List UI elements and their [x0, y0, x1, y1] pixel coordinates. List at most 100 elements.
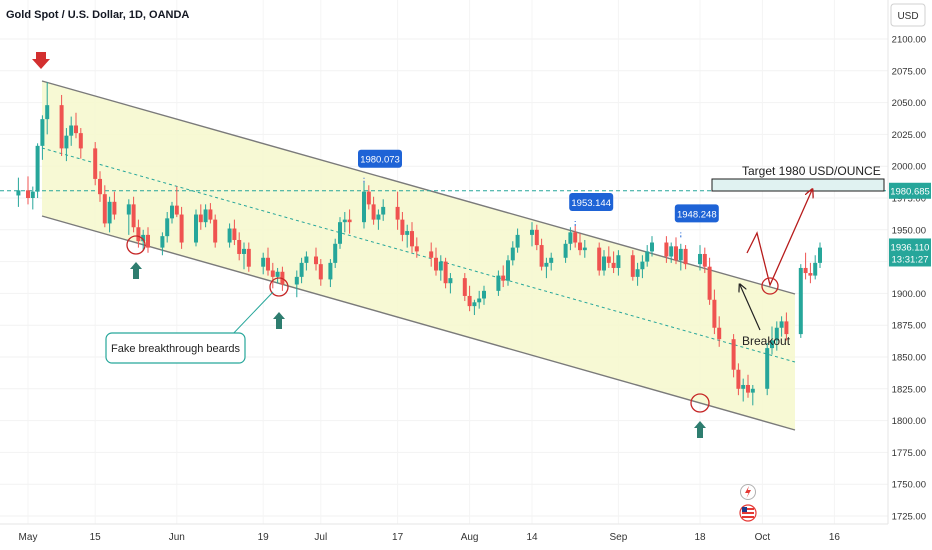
- candle-body: [328, 262, 333, 280]
- candle-body: [650, 242, 654, 252]
- currency-label: USD: [897, 11, 918, 22]
- price-tick-label: 2025.00: [892, 130, 926, 141]
- candle-body: [405, 231, 410, 235]
- price-tick-label: 1900.00: [892, 289, 926, 300]
- candle-body: [669, 246, 674, 257]
- candle-body: [496, 275, 501, 291]
- candle-body: [232, 228, 237, 240]
- reversal-circle: [690, 393, 710, 413]
- annotations: Breakout Target 1980 USD/OUNCE Fake breakt…: [32, 52, 881, 438]
- candle-body: [482, 290, 486, 299]
- candle-body: [707, 266, 712, 300]
- price-tick-label: 2100.00: [892, 35, 926, 46]
- candle-body: [630, 255, 635, 277]
- time-axis[interactable]: May 15 Jun 19 Jul 17 Aug 14 Sep 18 Oct 16: [19, 532, 841, 543]
- candle-body: [107, 201, 112, 224]
- candle-body: [803, 267, 808, 274]
- candle-body: [400, 219, 405, 235]
- candle-body: [45, 105, 50, 120]
- candle-body: [40, 119, 45, 146]
- candle-body: [160, 236, 165, 248]
- candle-body: [731, 339, 736, 370]
- candle-body: [414, 246, 419, 252]
- us-flag-icon[interactable]: [739, 504, 757, 522]
- candle-body: [333, 243, 338, 263]
- candle-body: [74, 125, 78, 134]
- candle-body: [203, 209, 208, 223]
- time-tick-label: 19: [258, 532, 270, 543]
- candle-body: [818, 247, 822, 263]
- candle-body: [515, 234, 520, 248]
- currency-button[interactable]: [890, 3, 926, 27]
- candle-body: [765, 348, 770, 389]
- channel-mid-line: [41, 147, 796, 363]
- time-tick-label: 17: [392, 532, 404, 543]
- candle-body: [270, 270, 275, 277]
- time-tick-label: Jun: [169, 532, 185, 543]
- candle-body: [645, 251, 650, 262]
- candle-body: [237, 239, 242, 254]
- level-tag-text: 1980.685: [890, 186, 930, 197]
- candle-body: [702, 253, 707, 267]
- candle-body: [376, 214, 381, 220]
- last-price-text: 1936.110: [891, 242, 930, 253]
- candle-body: [712, 299, 717, 328]
- candle-body: [347, 219, 352, 223]
- level-tag: [889, 182, 931, 199]
- channel-lower-line: [41, 215, 796, 431]
- candle-body: [563, 243, 568, 258]
- candle-body: [736, 369, 741, 389]
- price-label-box: [569, 192, 614, 211]
- time-tick-label: May: [19, 532, 38, 543]
- candle-body: [698, 253, 702, 265]
- candle-body: [429, 251, 434, 258]
- candle-body: [750, 388, 755, 393]
- time-tick-label: 18: [694, 532, 706, 543]
- candle-body: [366, 191, 371, 205]
- price-tick-label: 1725.00: [892, 512, 926, 523]
- candle-body: [611, 262, 616, 268]
- projection-path: [746, 190, 812, 287]
- candle-body: [510, 247, 515, 261]
- candle-body: [683, 248, 688, 265]
- candle-body: [770, 340, 774, 349]
- candle-body: [26, 190, 30, 198]
- price-tick-label: 1825.00: [892, 384, 926, 395]
- up-arrow-marker: [273, 312, 285, 329]
- candle-body: [78, 133, 83, 149]
- candle-body: [813, 262, 818, 276]
- candle-body: [30, 191, 35, 198]
- candle-body: [314, 256, 318, 265]
- candle-body: [179, 214, 184, 243]
- countdown-text: 13:31:27: [892, 254, 929, 265]
- candle-body: [434, 257, 438, 271]
- time-tick-label: Oct: [755, 532, 771, 543]
- candle-body: [318, 264, 323, 280]
- candle-body: [208, 209, 213, 220]
- price-tick-label: 2000.00: [892, 162, 926, 173]
- channel-upper-line: [41, 80, 796, 295]
- up-arrow-marker: [694, 421, 706, 438]
- price-tick-label: 2050.00: [892, 98, 926, 109]
- lightning-icon[interactable]: [740, 484, 756, 500]
- candle-body: [779, 321, 784, 328]
- candle-body: [549, 257, 554, 263]
- price-label-text: 1953.144: [571, 198, 611, 209]
- candle-body: [410, 231, 414, 247]
- candles: [16, 82, 822, 406]
- candle-body: [798, 267, 803, 335]
- reversal-circle: [269, 277, 289, 297]
- price-tick-label: 1800.00: [892, 416, 926, 427]
- candle-body: [246, 248, 251, 267]
- candle-body: [170, 205, 174, 219]
- price-tick-label: 1750.00: [892, 480, 926, 491]
- candle-body: [213, 219, 218, 243]
- candle-body: [438, 261, 443, 271]
- time-tick-label: 16: [829, 532, 841, 543]
- candle-body: [131, 204, 136, 228]
- price-tick-label: 1975.00: [892, 194, 926, 205]
- candle-body: [602, 256, 606, 271]
- price-channel: [41, 80, 796, 431]
